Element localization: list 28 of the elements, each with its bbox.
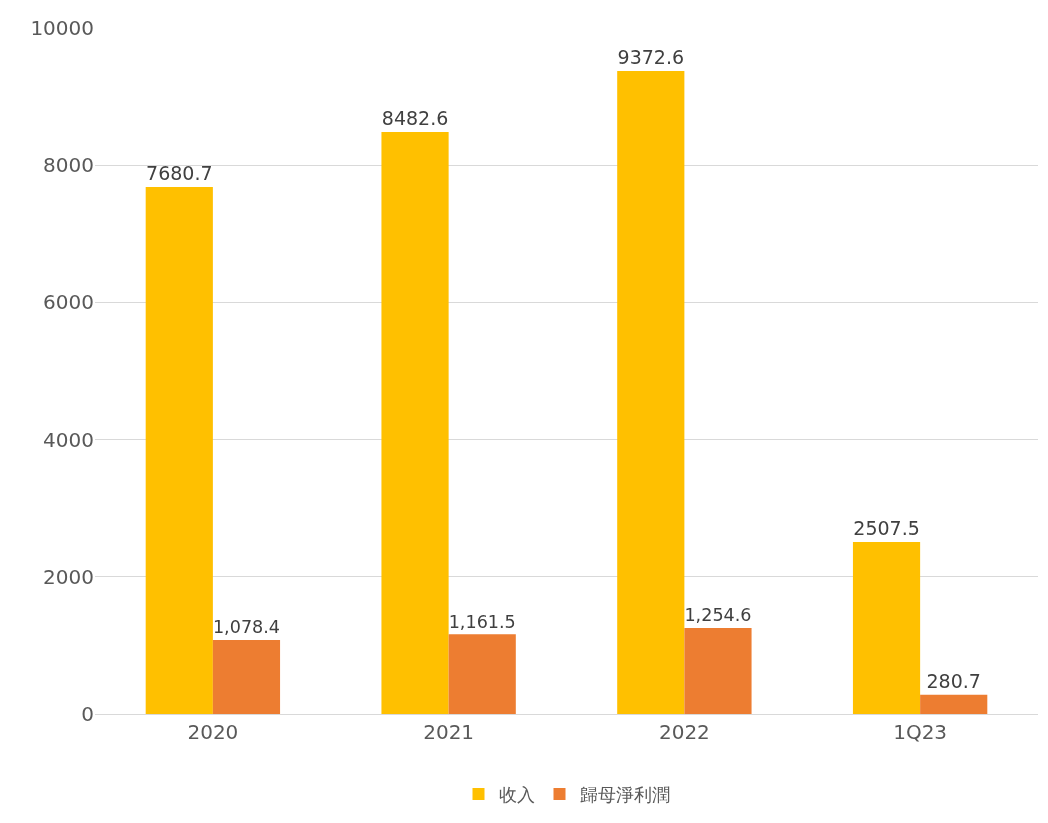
x-tick-label: 2022 [658, 720, 710, 744]
y-tick-label: 4000 [43, 427, 94, 452]
bar [684, 627, 752, 714]
data-label: 1,254.6 [684, 605, 752, 626]
y-tick-label: 0 [81, 702, 94, 726]
bar [381, 132, 449, 714]
data-label: 1,161.5 [448, 611, 516, 632]
data-label: 1,078.4 [212, 617, 281, 638]
data-label: 7680.7 [146, 162, 213, 185]
bar [145, 187, 213, 714]
data-label: 9372.6 [617, 46, 685, 69]
y-tick-label: 10000 [30, 16, 94, 40]
bar [448, 634, 516, 714]
data-label: 2507.5 [853, 516, 920, 539]
y-tick-label: 6000 [43, 290, 94, 315]
data-label: 280.7 [926, 669, 981, 692]
bar [920, 694, 988, 714]
bar [212, 640, 281, 714]
bar [852, 541, 921, 714]
x-tick-label: 2020 [187, 720, 239, 744]
data-label: 8482.6 [381, 107, 449, 130]
legend-label: 收入 [498, 783, 535, 805]
y-tick-label: 8000 [43, 153, 94, 178]
bar [617, 71, 685, 714]
x-tick-label: 2021 [423, 720, 475, 744]
legend-label: 歸母淨利潤 [579, 783, 670, 805]
x-tick-label: 1Q23 [893, 720, 948, 744]
y-tick-label: 2000 [43, 564, 94, 589]
